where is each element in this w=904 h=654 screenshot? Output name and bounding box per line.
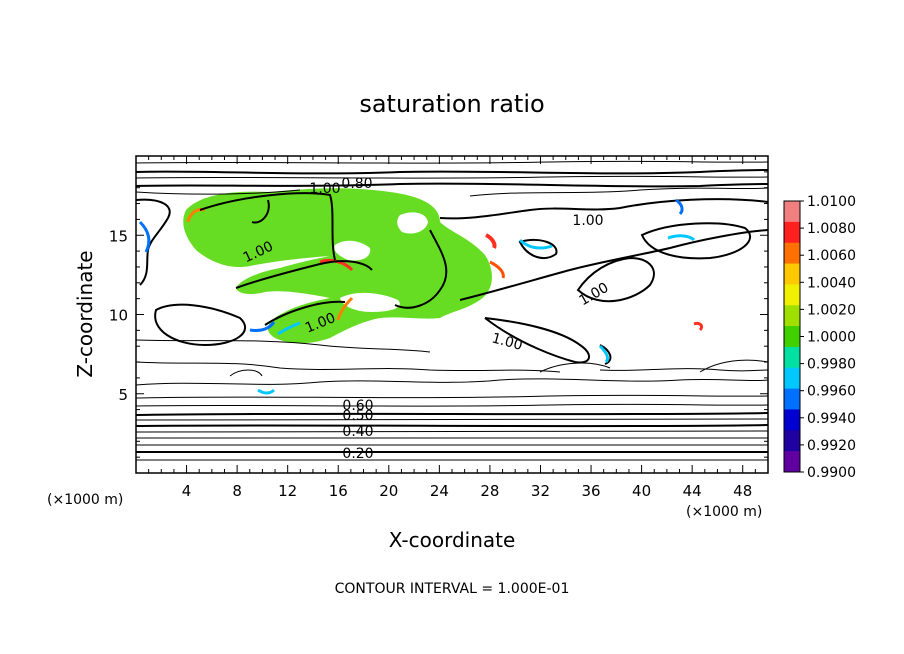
x-tick-label: 28 — [480, 482, 499, 500]
colorbar-tick-label: 1.0100 — [807, 194, 856, 210]
colorbar-tick-label: 1.0040 — [807, 275, 856, 291]
plot-area: 0.80 1.00 1.00 1.00 1.00 1.00 1.00 0.60 … — [136, 156, 768, 473]
colorbar-tick-label: 0.9920 — [807, 438, 856, 454]
colorbar-swatch — [784, 201, 800, 223]
contour-label: 0.60 — [342, 398, 373, 414]
colorbar-swatch — [784, 305, 800, 327]
x-tick-label: 40 — [632, 482, 651, 500]
colorbar-tick-label: 0.9980 — [807, 357, 856, 373]
colorbar-swatch — [784, 242, 800, 265]
x-tick-label: 16 — [329, 482, 348, 500]
colorbar-tick-label: 1.0000 — [807, 330, 856, 346]
x-axis-label: X-coordinate — [389, 528, 516, 552]
x-tick-label: 36 — [581, 482, 600, 500]
x-tick-label: 24 — [430, 482, 449, 500]
x-tick-label: 48 — [733, 482, 752, 500]
colorbar-swatch — [784, 346, 800, 369]
contour-label: 0.80 — [341, 176, 372, 192]
contour-label: 1.00 — [572, 213, 603, 229]
x-tick-label: 44 — [683, 482, 702, 500]
colorbar-swatch — [784, 430, 800, 452]
contour-label: 0.40 — [342, 424, 373, 440]
colorbar-swatch — [784, 409, 800, 431]
x-axis-left-unit: (×1000 m) — [47, 492, 123, 508]
colorbar-tick-label: 1.0020 — [807, 302, 856, 318]
y-tick-label: 10 — [109, 307, 128, 325]
y-tick-label: 5 — [118, 386, 128, 404]
contour-lines-minor — [136, 160, 768, 461]
colorbar-tick-label: 1.0060 — [807, 248, 856, 264]
x-tick-label: 8 — [232, 482, 242, 500]
colorbar: 1.0100 1.0080 1.0060 1.0040 1.0020 1.0000 0.99… — [783, 194, 856, 481]
colorbar-swatch — [784, 367, 800, 390]
contour-lines-major — [136, 169, 768, 454]
cloud-region — [183, 188, 505, 344]
x-axis-right-unit: (×1000 m) — [686, 504, 762, 520]
contour-label: 0.50 — [342, 408, 373, 424]
colorbar-tick-label: 0.9940 — [807, 411, 856, 427]
contour-label: 0.20 — [342, 446, 373, 462]
y-axis-ticks: 5 10 15 — [109, 171, 768, 458]
x-tick-label: 4 — [182, 482, 192, 500]
subsaturated-edges — [138, 198, 704, 395]
contour-interval-note: CONTOUR INTERVAL = 1.000E-01 — [335, 581, 570, 597]
colorbar-swatch — [784, 326, 800, 348]
x-axis-ticks: 4 8 12 16 20 24 28 32 36 40 44 48 — [148, 156, 756, 500]
colorbar-tick-label: 1.0080 — [807, 221, 856, 237]
contour-label: 1.00 — [490, 330, 524, 354]
colorbar-tick-label: 0.9900 — [807, 465, 856, 481]
contour-label: 1.00 — [309, 181, 340, 197]
x-tick-label: 32 — [531, 482, 550, 500]
x-tick-label: 12 — [278, 482, 297, 500]
colorbar-tick-label: 0.9960 — [807, 384, 856, 400]
y-axis-label: Z-coordinate — [73, 250, 97, 377]
colorbar-swatch — [784, 388, 800, 410]
colorbar-swatch — [784, 284, 800, 306]
chart-title: saturation ratio — [359, 90, 544, 118]
y-tick-label: 15 — [109, 227, 128, 245]
colorbar-swatch — [784, 451, 800, 473]
colorbar-swatch — [784, 221, 800, 244]
colorbar-swatch — [784, 263, 800, 285]
x-tick-label: 20 — [379, 482, 398, 500]
